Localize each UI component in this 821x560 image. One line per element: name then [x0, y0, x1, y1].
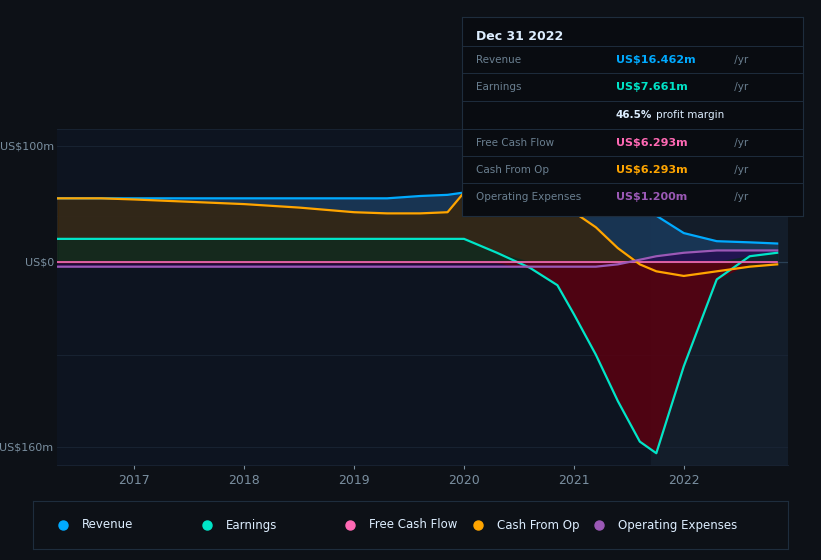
Text: Earnings: Earnings	[476, 82, 521, 92]
Text: /yr: /yr	[732, 165, 749, 175]
Text: US$7.661m: US$7.661m	[616, 82, 687, 92]
Text: Operating Expenses: Operating Expenses	[476, 192, 581, 202]
Text: US$16.462m: US$16.462m	[616, 54, 695, 64]
Text: US$6.293m: US$6.293m	[616, 138, 687, 148]
Text: US$0: US$0	[25, 257, 54, 267]
Text: -US$160m: -US$160m	[0, 442, 54, 452]
Text: US$100m: US$100m	[0, 141, 54, 151]
Text: Operating Expenses: Operating Expenses	[618, 519, 737, 531]
Text: Revenue: Revenue	[82, 519, 133, 531]
Text: Free Cash Flow: Free Cash Flow	[476, 138, 554, 148]
Text: Dec 31 2022: Dec 31 2022	[476, 30, 563, 43]
Text: US$6.293m: US$6.293m	[616, 165, 687, 175]
Text: 46.5%: 46.5%	[616, 110, 652, 120]
Text: Cash From Op: Cash From Op	[476, 165, 549, 175]
Text: /yr: /yr	[732, 82, 749, 92]
Text: US$1.200m: US$1.200m	[616, 192, 687, 202]
Text: /yr: /yr	[732, 54, 749, 64]
Text: Earnings: Earnings	[226, 519, 277, 531]
Text: Free Cash Flow: Free Cash Flow	[369, 519, 457, 531]
Bar	[651, 129, 799, 465]
Text: /yr: /yr	[732, 192, 749, 202]
Text: /yr: /yr	[732, 138, 749, 148]
Text: Cash From Op: Cash From Op	[498, 519, 580, 531]
Text: profit margin: profit margin	[657, 110, 725, 120]
Text: Revenue: Revenue	[476, 54, 521, 64]
